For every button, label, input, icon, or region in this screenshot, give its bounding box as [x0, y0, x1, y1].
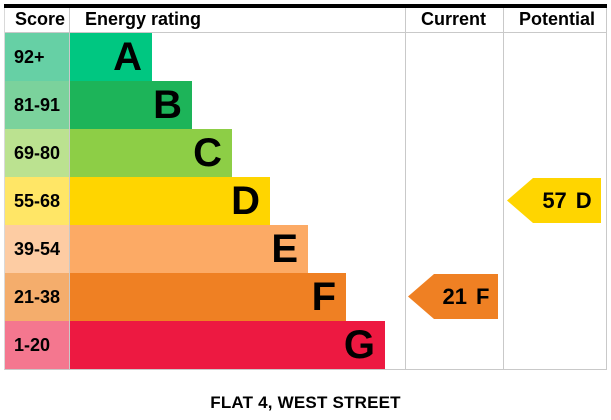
score-range-label: 39-54 — [14, 238, 61, 259]
current-column-cell — [405, 225, 503, 273]
score-range-label: 92+ — [14, 46, 45, 67]
score-range-cell: 1-20 — [5, 321, 69, 369]
potential-column-cell — [503, 81, 606, 129]
rating-band-row: 55-68 D — [5, 177, 606, 225]
rating-band-row: 1-20 G — [5, 321, 606, 369]
rating-grid: Score Energy rating Current Potential 92… — [4, 8, 607, 370]
rating-letter: E — [271, 227, 298, 271]
rating-bar: F — [70, 273, 346, 321]
score-range-cell: 39-54 — [5, 225, 69, 273]
rating-letter: F — [311, 275, 336, 319]
energy-rating-cell: E — [69, 225, 405, 273]
current-column-cell — [405, 33, 503, 81]
rating-bar: C — [70, 129, 232, 177]
rating-bar: D — [70, 177, 270, 225]
rating-bar: A — [70, 33, 152, 81]
energy-rating-cell: G — [69, 321, 405, 369]
current-column-cell — [405, 129, 503, 177]
potential-column-cell — [503, 129, 606, 177]
current-column-cell — [405, 81, 503, 129]
potential-rating-value: 57 — [542, 187, 567, 213]
rating-letter: B — [153, 83, 182, 127]
potential-column-cell — [503, 273, 606, 321]
score-range-cell: 55-68 — [5, 177, 69, 225]
energy-rating-cell: B — [69, 81, 405, 129]
rating-band-row: 92+ A — [5, 33, 606, 81]
header-current: Current — [405, 8, 503, 32]
rating-letter: A — [113, 35, 142, 79]
score-range-label: 81-91 — [14, 94, 61, 115]
rating-band-row: 81-91 B — [5, 81, 606, 129]
header-score: Score — [15, 9, 66, 29]
potential-rating-letter: D — [575, 187, 592, 213]
score-range-cell: 81-91 — [5, 81, 69, 129]
rating-letter: C — [193, 131, 222, 175]
energy-rating-cell: F — [69, 273, 405, 321]
energy-rating-cell: D — [69, 177, 405, 225]
score-range-cell: 21-38 — [5, 273, 69, 321]
property-address: FLAT 4, WEST STREET — [210, 393, 401, 412]
header-energy-rating: Energy rating — [69, 8, 405, 32]
rating-band-row: 21-38 F — [5, 273, 606, 321]
score-range-label: 55-68 — [14, 190, 61, 211]
current-column-cell — [405, 321, 503, 369]
rating-band-row: 39-54 E — [5, 225, 606, 273]
rating-letter: G — [343, 323, 375, 367]
current-column-cell — [405, 177, 503, 225]
potential-column-cell — [503, 321, 606, 369]
score-range-label: 21-38 — [14, 286, 61, 307]
header-potential: Potential — [503, 8, 606, 32]
potential-column-cell — [503, 33, 606, 81]
rating-bar: G — [70, 321, 385, 369]
current-rating-letter: F — [476, 283, 490, 309]
energy-rating-cell: A — [69, 33, 405, 81]
current-column-cell — [405, 273, 503, 321]
potential-column-cell — [503, 177, 606, 225]
score-range-cell: 69-80 — [5, 129, 69, 177]
current-rating-value: 21 — [442, 283, 468, 309]
table-header: Score Energy rating Current Potential — [5, 8, 606, 33]
rating-bar: E — [70, 225, 308, 273]
score-range-cell: 92+ — [5, 33, 69, 81]
score-range-label: 69-80 — [14, 142, 61, 163]
rating-table: Score Energy rating Current Potential 92… — [4, 4, 607, 370]
potential-column-cell — [503, 225, 606, 273]
energy-rating-cell: C — [69, 129, 405, 177]
rating-band-row: 69-80 C — [5, 129, 606, 177]
score-range-label: 1-20 — [14, 334, 51, 355]
rating-letter: D — [231, 179, 260, 223]
rating-bar: B — [70, 81, 192, 129]
rating-bands: 92+ A 81-91 B 69-8 — [5, 33, 606, 369]
chart-top-border — [4, 4, 607, 8]
